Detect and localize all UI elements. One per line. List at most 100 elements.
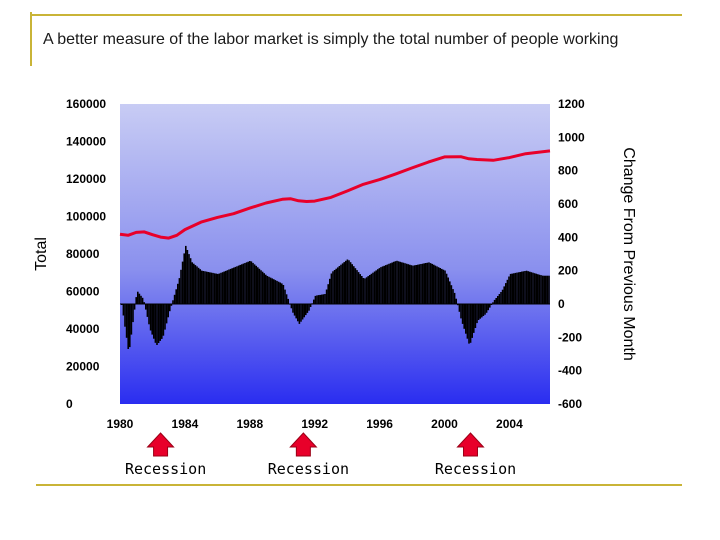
change-bar [127,304,129,349]
change-bar [265,274,267,304]
change-bar [500,292,502,304]
change-bar [367,276,369,304]
change-bar [415,265,417,304]
change-bar [337,267,339,304]
change-bar [433,264,435,304]
change-bar [175,289,177,304]
change-bar [313,299,315,304]
change-bar [383,265,385,304]
change-bar [226,270,229,304]
change-bar [257,267,259,304]
change-bar [333,270,336,304]
change-bar [471,304,473,338]
change-bar [330,273,333,304]
change-bar [133,304,136,310]
change-bar [540,275,542,304]
change-bar [394,261,397,304]
change-bar [282,285,285,304]
change-bar [277,281,280,304]
x-tick-label: 1984 [172,417,199,431]
change-bar [493,299,496,304]
change-bar [319,294,321,304]
change-bar [482,304,485,316]
change-bar [385,265,387,304]
change-bar [241,264,243,304]
change-bar [266,276,269,304]
change-bar [260,270,262,304]
y-tick-label: 140000 [66,135,106,149]
change-bar [535,273,537,304]
change-bar [189,258,192,304]
change-bar [349,262,352,304]
change-bar [146,304,149,317]
change-bar [314,295,317,304]
change-bar [213,273,216,304]
change-bar [389,263,392,304]
change-bar [484,304,486,315]
footer-rule [36,484,682,486]
change-bar [245,262,248,304]
change-bar [261,271,264,304]
x-tick-label: 2000 [431,417,458,431]
change-bar [132,304,134,323]
change-bar [244,263,246,304]
change-bar [409,264,411,304]
change-bar [516,272,518,304]
change-bar [509,273,512,304]
change-bar [514,272,517,304]
change-bar [141,297,144,304]
change-bar [460,304,462,319]
change-bar [322,294,325,304]
recession-label: Recession [125,460,206,478]
change-bar [541,275,544,304]
y-tick-label: 160000 [66,97,106,111]
change-bar [353,266,355,304]
change-bar [276,280,278,304]
change-bar [545,275,547,304]
change-bar [295,304,297,319]
change-bar [341,263,344,304]
change-bar [423,263,425,304]
title-rule-vertical [30,12,32,66]
change-bar [450,285,453,304]
change-bar [154,304,157,343]
change-bar [301,304,304,320]
change-bar [201,270,203,304]
change-bar [197,267,200,304]
change-bar [439,268,441,304]
change-bar [149,304,152,331]
change-bar [173,294,176,304]
recession-label: Recession [268,460,349,478]
change-bar [404,263,406,304]
title-rule-horizontal [30,14,682,16]
change-bar [503,286,505,304]
change-bar [178,278,181,304]
change-bars [120,245,550,349]
change-bar [145,304,147,310]
change-bar [186,250,189,304]
change-bar [220,272,222,304]
y2-tick-label: -600 [558,397,582,411]
change-bar [369,275,371,304]
change-bar [212,272,214,304]
change-bar [229,268,232,304]
change-bar [377,269,379,304]
change-bar [223,271,225,304]
change-bar [372,272,374,304]
change-bar [370,273,373,304]
change-bar [524,271,526,304]
change-bar [237,265,240,304]
change-bar [233,267,235,304]
change-bar [263,273,265,304]
change-bar [209,272,211,304]
change-bar [250,261,253,304]
change-bar [268,276,270,304]
change-bar [271,278,273,304]
change-bar [399,261,401,304]
change-bar [420,264,422,304]
change-bar [407,264,409,304]
change-bar [345,260,347,304]
y2-tick-label: 200 [558,264,578,278]
change-bar [130,304,133,335]
